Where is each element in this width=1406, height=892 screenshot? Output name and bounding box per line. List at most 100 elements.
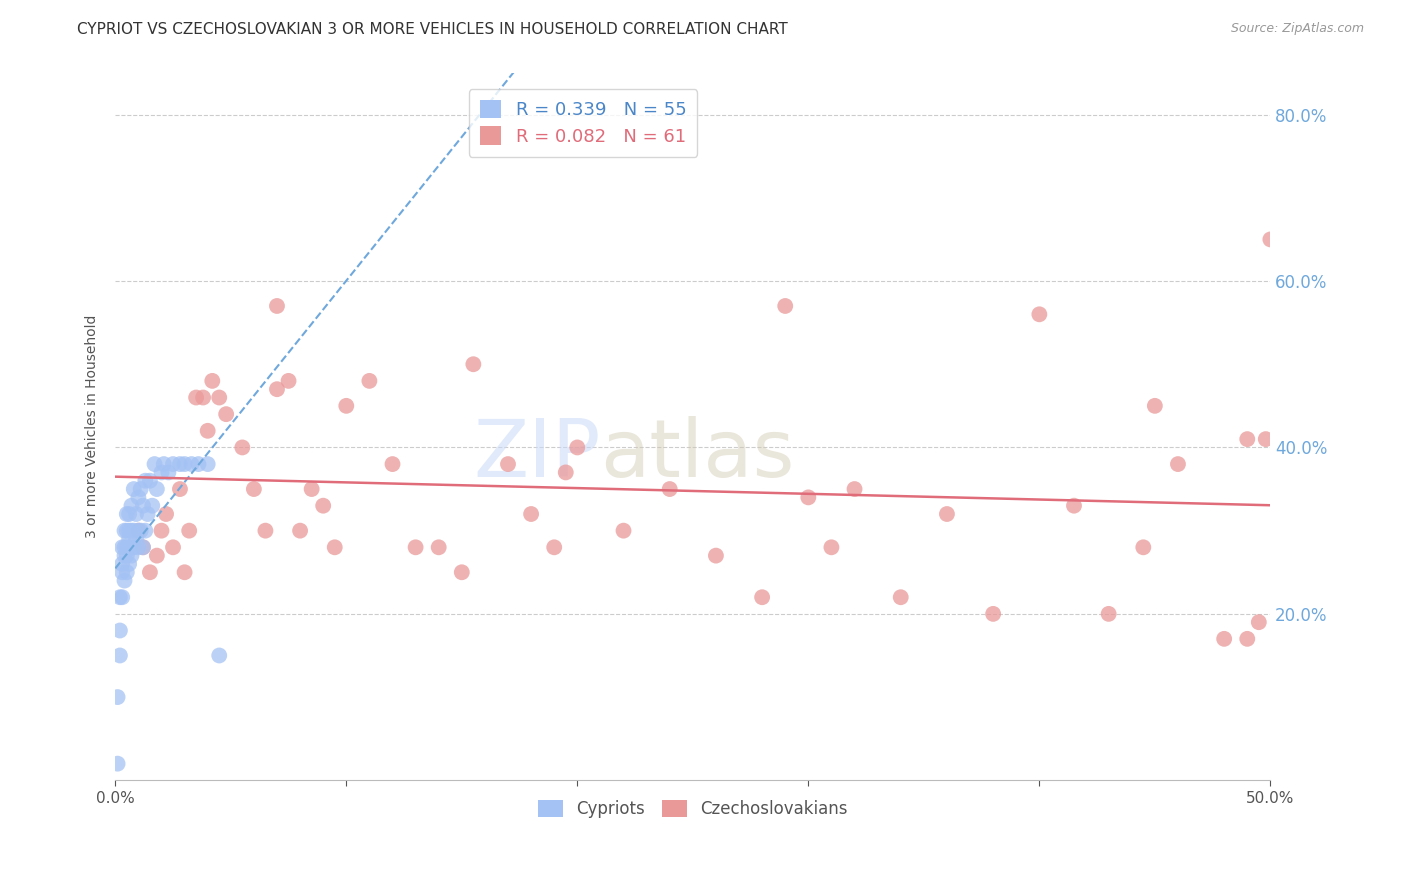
- Point: [132, 541, 155, 555]
- Point: [231, 441, 253, 455]
- Point: [134, 474, 156, 488]
- Point: [773, 299, 796, 313]
- Point: [359, 374, 381, 388]
- Point: [132, 541, 155, 555]
- Point: [335, 399, 357, 413]
- Point: [108, 624, 131, 638]
- Point: [127, 524, 149, 538]
- Point: [134, 524, 156, 538]
- Text: Source: ZipAtlas.com: Source: ZipAtlas.com: [1230, 22, 1364, 36]
- Point: [844, 482, 866, 496]
- Point: [554, 466, 576, 480]
- Point: [118, 541, 141, 555]
- Point: [162, 457, 184, 471]
- Point: [936, 507, 959, 521]
- Point: [108, 648, 131, 663]
- Point: [180, 457, 202, 471]
- Point: [254, 524, 277, 538]
- Point: [120, 524, 142, 538]
- Point: [201, 374, 224, 388]
- Point: [107, 756, 129, 771]
- Point: [129, 524, 152, 538]
- Point: [115, 541, 138, 555]
- Point: [169, 457, 191, 471]
- Point: [143, 457, 166, 471]
- Point: [704, 549, 727, 563]
- Point: [520, 507, 543, 521]
- Point: [1028, 307, 1050, 321]
- Point: [820, 541, 842, 555]
- Point: [139, 474, 162, 488]
- Legend: Cypriots, Czechoslovakians: Cypriots, Czechoslovakians: [531, 794, 855, 825]
- Point: [122, 541, 145, 555]
- Point: [288, 524, 311, 538]
- Point: [751, 591, 773, 605]
- Point: [277, 374, 299, 388]
- Point: [125, 532, 148, 546]
- Point: [1063, 499, 1085, 513]
- Point: [118, 557, 141, 571]
- Point: [107, 690, 129, 704]
- Text: ZIP: ZIP: [472, 416, 600, 494]
- Point: [125, 507, 148, 521]
- Point: [197, 457, 219, 471]
- Point: [157, 466, 180, 480]
- Point: [184, 391, 207, 405]
- Point: [146, 549, 169, 563]
- Point: [111, 591, 134, 605]
- Point: [191, 391, 214, 405]
- Point: [114, 524, 136, 538]
- Point: [612, 524, 634, 538]
- Point: [120, 499, 142, 513]
- Point: [381, 457, 404, 471]
- Point: [162, 541, 184, 555]
- Point: [150, 466, 173, 480]
- Point: [1254, 432, 1277, 446]
- Point: [127, 541, 149, 555]
- Point: [450, 566, 472, 580]
- Point: [115, 549, 138, 563]
- Point: [122, 482, 145, 496]
- Point: [981, 607, 1004, 621]
- Point: [208, 391, 231, 405]
- Text: atlas: atlas: [600, 416, 794, 494]
- Point: [114, 574, 136, 588]
- Point: [114, 541, 136, 555]
- Point: [301, 482, 323, 496]
- Point: [243, 482, 266, 496]
- Point: [108, 591, 131, 605]
- Point: [658, 482, 681, 496]
- Point: [118, 532, 141, 546]
- Point: [114, 549, 136, 563]
- Point: [797, 491, 820, 505]
- Point: [312, 499, 335, 513]
- Text: CYPRIOT VS CZECHOSLOVAKIAN 3 OR MORE VEHICLES IN HOUSEHOLD CORRELATION CHART: CYPRIOT VS CZECHOSLOVAKIAN 3 OR MORE VEH…: [77, 22, 789, 37]
- Point: [129, 482, 152, 496]
- Point: [120, 549, 142, 563]
- Point: [136, 507, 159, 521]
- Point: [543, 541, 565, 555]
- Point: [115, 524, 138, 538]
- Point: [187, 457, 209, 471]
- Point: [496, 457, 519, 471]
- Point: [1236, 432, 1258, 446]
- Point: [141, 499, 163, 513]
- Point: [152, 457, 174, 471]
- Point: [323, 541, 346, 555]
- Point: [127, 524, 149, 538]
- Point: [150, 524, 173, 538]
- Point: [567, 441, 589, 455]
- Point: [197, 424, 219, 438]
- Point: [208, 648, 231, 663]
- Point: [118, 507, 141, 521]
- Point: [179, 524, 201, 538]
- Point: [115, 507, 138, 521]
- Point: [1132, 541, 1154, 555]
- Point: [111, 566, 134, 580]
- Point: [169, 482, 191, 496]
- Point: [266, 299, 288, 313]
- Point: [266, 382, 288, 396]
- Point: [139, 566, 162, 580]
- Point: [1143, 399, 1166, 413]
- Point: [1098, 607, 1121, 621]
